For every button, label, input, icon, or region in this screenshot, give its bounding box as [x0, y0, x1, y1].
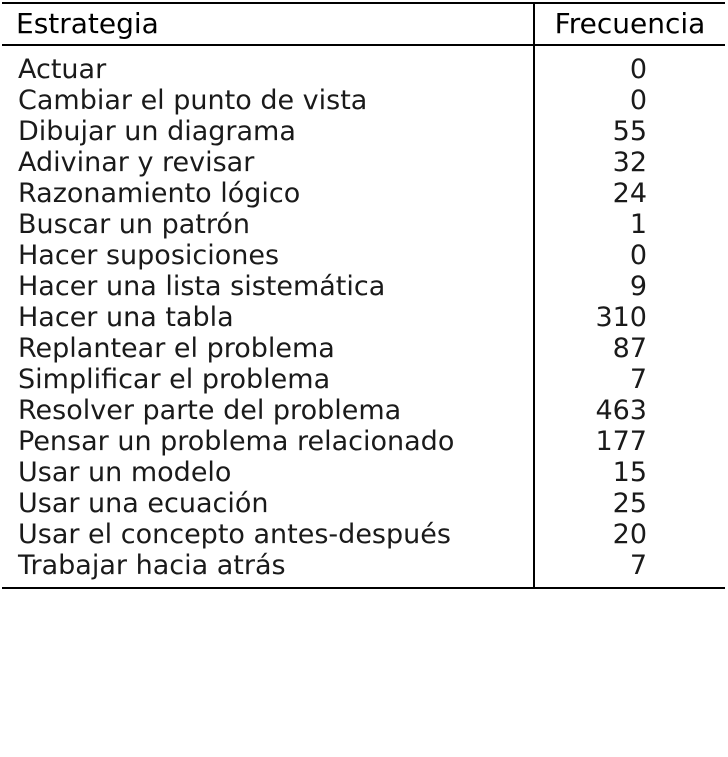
table-body: Actuar 0 Cambiar el punto de vista 0 Dibujar…: [2, 45, 725, 589]
frequency-cell: 25: [533, 488, 725, 519]
frequency-cell: 87: [533, 333, 725, 364]
frequency-cell: 1: [533, 209, 725, 240]
strategy-cell: Hacer suposiciones: [18, 240, 280, 271]
table-row: Hacer una tabla 310: [2, 302, 725, 333]
strategy-cell: Actuar: [18, 54, 107, 85]
table-row: Usar el concepto antes-después 20: [2, 519, 725, 550]
strategy-cell: Usar el concepto antes-después: [18, 519, 451, 550]
column-header-frequency: Frecuencia: [533, 2, 725, 46]
table-row: Pensar un problema relacionado 177: [2, 426, 725, 457]
table-row: Cambiar el punto de vista 0: [2, 85, 725, 116]
header-row: Estrategia Frecuencia: [2, 2, 725, 46]
table-row: Simplificar el problema 7: [2, 364, 725, 395]
strategy-cell: Trabajar hacia atrás: [2, 550, 534, 589]
frequency-cell: 310: [533, 302, 725, 333]
frequency-cell: 0: [533, 85, 725, 116]
frequency-cell: 20: [533, 519, 725, 550]
table-header: Estrategia Frecuencia: [2, 2, 725, 46]
table-row: Dibujar un diagrama 55: [2, 116, 725, 147]
frequency-cell: 15: [533, 457, 725, 488]
strategy-cell: Cambiar el punto de vista: [18, 85, 368, 116]
strategy-cell: Usar un modelo: [18, 457, 232, 488]
frequency-cell: 7: [533, 550, 725, 589]
frequency-cell: 32: [533, 147, 725, 178]
table-row: Actuar 0: [2, 45, 725, 85]
strategy-cell: Replantear el problema: [18, 333, 335, 364]
table-row: Razonamiento lógico 24: [2, 178, 725, 209]
strategy-frequency-table: Estrategia Frecuencia Actuar 0 Cambiar el …: [2, 2, 725, 589]
frequency-cell: 24: [533, 178, 725, 209]
strategy-cell: Hacer una lista sistemática: [18, 271, 386, 302]
strategy-frequency-table-container: Estrategia Frecuencia Actuar 0 Cambiar el …: [2, 2, 725, 589]
strategy-cell: Resolver parte del problema: [18, 395, 402, 426]
frequency-cell: 55: [533, 116, 725, 147]
column-header-strategy: Estrategia: [2, 2, 534, 46]
strategy-cell: Simplificar el problema: [18, 364, 331, 395]
table-row: Trabajar hacia atrás 7: [2, 550, 725, 589]
frequency-cell: 463: [533, 395, 725, 426]
table-row: Resolver parte del problema 463: [2, 395, 725, 426]
frequency-cell: 7: [533, 364, 725, 395]
strategy-cell: Hacer una tabla: [18, 302, 234, 333]
strategy-cell: Usar una ecuación: [18, 488, 269, 519]
table-row: Usar una ecuación 25: [2, 488, 725, 519]
frequency-cell: 0: [533, 240, 725, 271]
table-row: Hacer suposiciones 0: [2, 240, 725, 271]
strategy-cell: Razonamiento lógico: [18, 178, 301, 209]
table-row: Buscar un patrón 1: [2, 209, 725, 240]
frequency-cell: 0: [533, 45, 725, 85]
table-row: Hacer una lista sistemática 9: [2, 271, 725, 302]
table-row: Usar un modelo 15: [2, 457, 725, 488]
table-row: Adivinar y revisar 32: [2, 147, 725, 178]
strategy-cell: Buscar un patrón: [18, 209, 250, 240]
frequency-cell: 9: [533, 271, 725, 302]
frequency-cell: 177: [533, 426, 725, 457]
strategy-cell: Pensar un problema relacionado: [18, 426, 455, 457]
strategy-cell: Dibujar un diagrama: [18, 116, 296, 147]
strategy-cell: Adivinar y revisar: [18, 147, 255, 178]
table-row: Replantear el problema 87: [2, 333, 725, 364]
